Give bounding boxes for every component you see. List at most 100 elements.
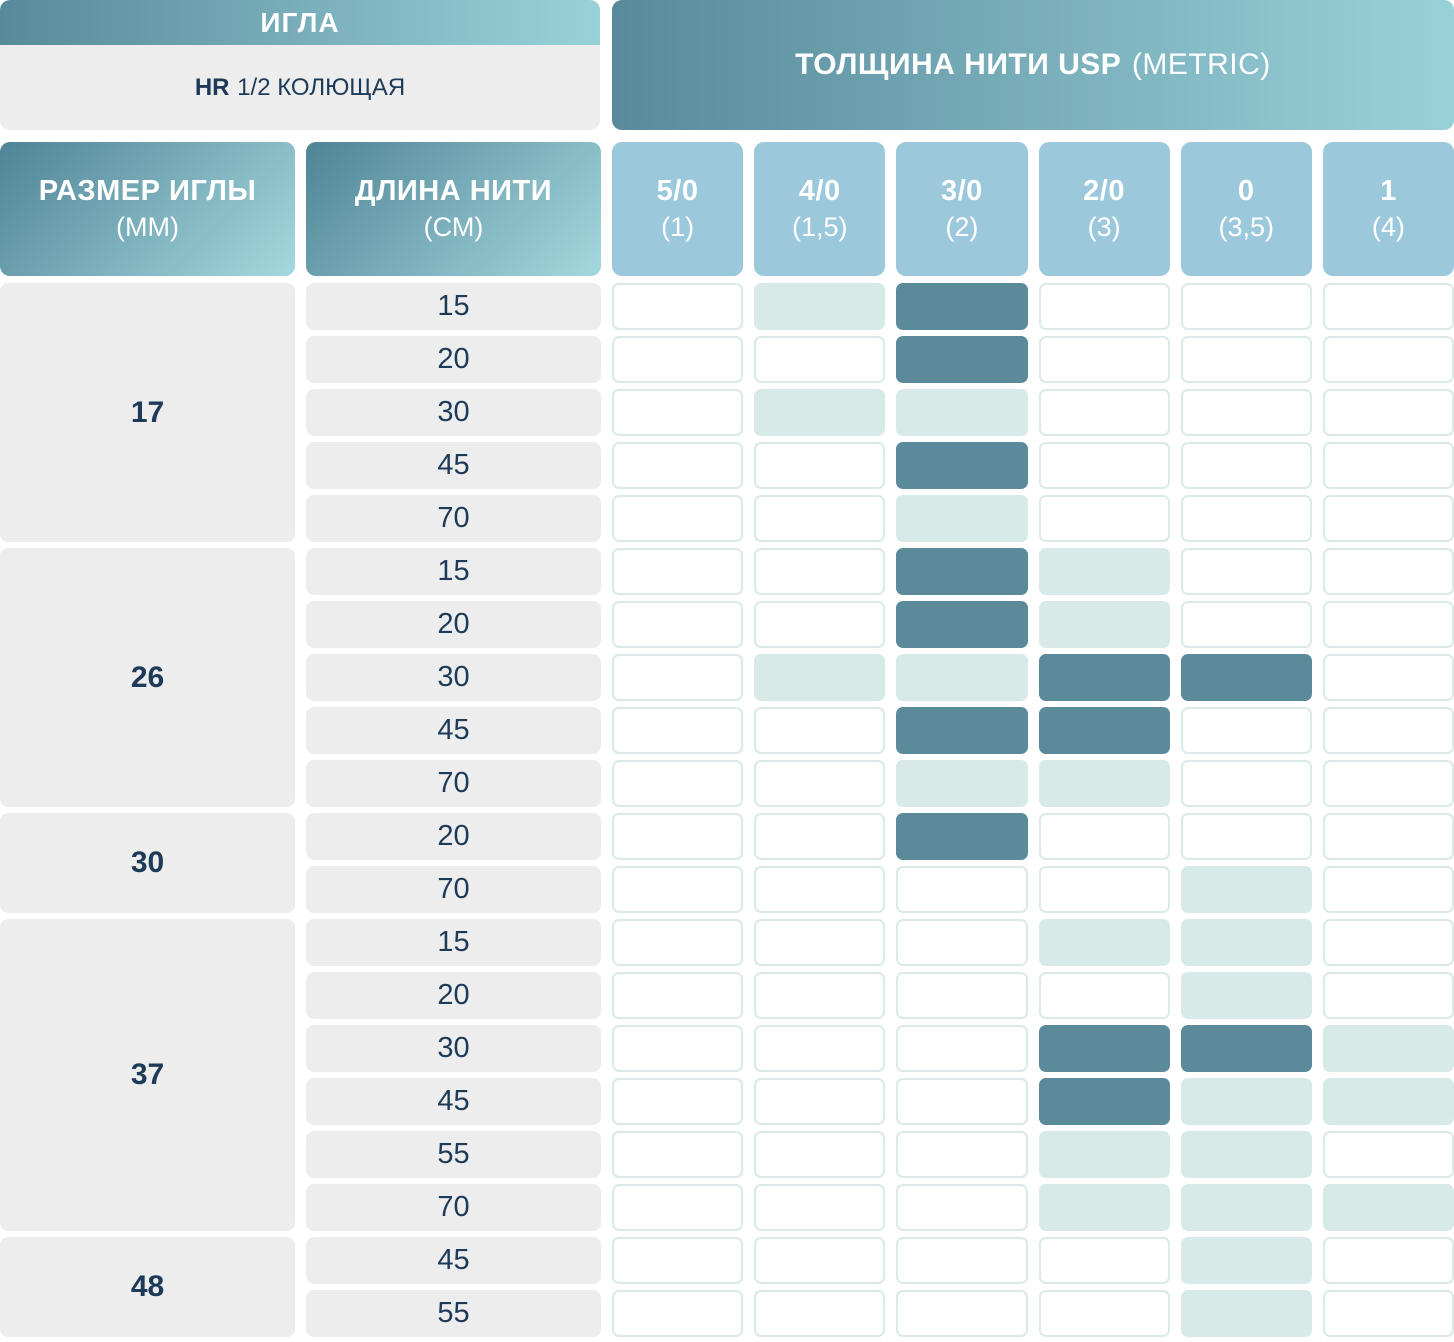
availability-cell bbox=[896, 1078, 1028, 1125]
availability-cell bbox=[1180, 1025, 1312, 1072]
table-row: 45 bbox=[306, 442, 1454, 489]
availability-cell bbox=[1038, 972, 1170, 1019]
thread-size-metric-label: (1) bbox=[661, 212, 695, 243]
thread-length-value: 30 bbox=[306, 654, 601, 701]
needle-size-value: 26 bbox=[0, 548, 295, 807]
availability-cell bbox=[896, 548, 1028, 595]
thread-length-value: 20 bbox=[306, 972, 601, 1019]
availability-cell bbox=[1180, 707, 1312, 754]
availability-cell bbox=[754, 336, 886, 383]
availability-cell bbox=[1180, 389, 1312, 436]
availability-cell bbox=[896, 1290, 1028, 1337]
availability-cell bbox=[1322, 1237, 1454, 1284]
availability-cell bbox=[1038, 813, 1170, 860]
thread-length-value: 70 bbox=[306, 495, 601, 542]
availability-cell bbox=[612, 1025, 744, 1072]
thread-length-value: 45 bbox=[306, 707, 601, 754]
needle-subtitle: HR 1/2 КОЛЮЩАЯ bbox=[0, 45, 600, 130]
availability-cell bbox=[1038, 707, 1170, 754]
availability-cell bbox=[1038, 389, 1170, 436]
availability-cell bbox=[1038, 336, 1170, 383]
thread-size-column-header: 0 (3,5) bbox=[1180, 142, 1312, 276]
availability-cell bbox=[1322, 919, 1454, 966]
table-row: 45 bbox=[306, 1237, 1454, 1284]
availability-cell bbox=[1038, 495, 1170, 542]
thread-thickness-header: ТОЛЩИНА НИТИ USP (METRIC) bbox=[612, 0, 1454, 130]
thread-length-value: 20 bbox=[306, 601, 601, 648]
thread-length-value: 20 bbox=[306, 336, 601, 383]
table-body: 17 15 20 30 45 70 26 15 20 30 45 70 30 20 70 37 15 20 30 45… bbox=[0, 283, 1454, 1337]
availability-cell bbox=[896, 866, 1028, 913]
availability-cell bbox=[1180, 760, 1312, 807]
availability-cell bbox=[896, 707, 1028, 754]
availability-cell bbox=[612, 919, 744, 966]
availability-cell bbox=[896, 442, 1028, 489]
needle-size-group: 30 20 70 bbox=[0, 813, 1454, 913]
availability-cell bbox=[612, 1237, 744, 1284]
availability-cell bbox=[1038, 654, 1170, 701]
availability-cell bbox=[1180, 336, 1312, 383]
thread-size-usp-label: 3/0 bbox=[941, 174, 983, 207]
thread-size-column-header: 5/0 (1) bbox=[612, 142, 744, 276]
availability-cell bbox=[1180, 919, 1312, 966]
thread-length-value: 70 bbox=[306, 1184, 601, 1231]
thread-length-column-header: ДЛИНА НИТИ (СМ) bbox=[306, 142, 601, 276]
group-rows: 15 20 30 45 55 70 bbox=[306, 919, 1454, 1231]
availability-cell bbox=[754, 389, 886, 436]
thread-size-metric-label: (2) bbox=[945, 212, 979, 243]
thread-length-value: 55 bbox=[306, 1131, 601, 1178]
availability-cell bbox=[1180, 654, 1312, 701]
availability-cell bbox=[896, 1184, 1028, 1231]
thread-length-value: 45 bbox=[306, 1237, 601, 1284]
availability-cell bbox=[1038, 1237, 1170, 1284]
availability-cell bbox=[896, 495, 1028, 542]
table-row: 70 bbox=[306, 1184, 1454, 1231]
table-row: 30 bbox=[306, 389, 1454, 436]
availability-cell bbox=[1180, 548, 1312, 595]
group-rows: 15 20 30 45 70 bbox=[306, 548, 1454, 807]
needle-size-column-label: РАЗМЕР ИГЛЫ bbox=[38, 174, 257, 207]
table-row: 30 bbox=[306, 1025, 1454, 1072]
thread-length-value: 30 bbox=[306, 1025, 601, 1072]
availability-cell bbox=[612, 760, 744, 807]
availability-cell bbox=[896, 1237, 1028, 1284]
availability-cell bbox=[754, 866, 886, 913]
availability-cell bbox=[896, 601, 1028, 648]
availability-cell bbox=[896, 283, 1028, 330]
availability-cell bbox=[754, 1290, 886, 1337]
table-row: 45 bbox=[306, 1078, 1454, 1125]
needle-size-group: 17 15 20 30 45 70 bbox=[0, 283, 1454, 542]
availability-cell bbox=[1038, 1025, 1170, 1072]
availability-cell bbox=[754, 495, 886, 542]
group-rows: 15 20 30 45 70 bbox=[306, 283, 1454, 542]
availability-cell bbox=[896, 919, 1028, 966]
group-rows: 20 70 bbox=[306, 813, 1454, 913]
table-row: 20 bbox=[306, 972, 1454, 1019]
availability-cell bbox=[1180, 1184, 1312, 1231]
availability-cell bbox=[896, 1131, 1028, 1178]
thread-length-value: 20 bbox=[306, 813, 601, 860]
availability-cell bbox=[612, 283, 744, 330]
table-row: 45 bbox=[306, 707, 1454, 754]
availability-cell bbox=[1180, 1078, 1312, 1125]
availability-cell bbox=[1180, 813, 1312, 860]
thread-length-value: 30 bbox=[306, 389, 601, 436]
thread-size-usp-label: 5/0 bbox=[656, 174, 699, 207]
availability-cell bbox=[612, 813, 744, 860]
availability-cell bbox=[1038, 1184, 1170, 1231]
thread-length-value: 15 bbox=[306, 919, 601, 966]
availability-cell bbox=[896, 972, 1028, 1019]
thread-length-value: 15 bbox=[306, 548, 601, 595]
table-row: 55 bbox=[306, 1131, 1454, 1178]
availability-cell bbox=[612, 601, 744, 648]
table-row: 15 bbox=[306, 283, 1454, 330]
availability-cell bbox=[1322, 283, 1454, 330]
availability-cell bbox=[612, 495, 744, 542]
thread-thickness-title: ТОЛЩИНА НИТИ USP bbox=[795, 48, 1122, 81]
thread-size-metric-label: (3,5) bbox=[1218, 212, 1274, 243]
availability-cell bbox=[612, 972, 744, 1019]
needle-size-group: 37 15 20 30 45 55 70 bbox=[0, 919, 1454, 1231]
thread-size-usp-label: 2/0 bbox=[1083, 174, 1125, 207]
thread-size-usp-label: 1 bbox=[1380, 174, 1397, 207]
